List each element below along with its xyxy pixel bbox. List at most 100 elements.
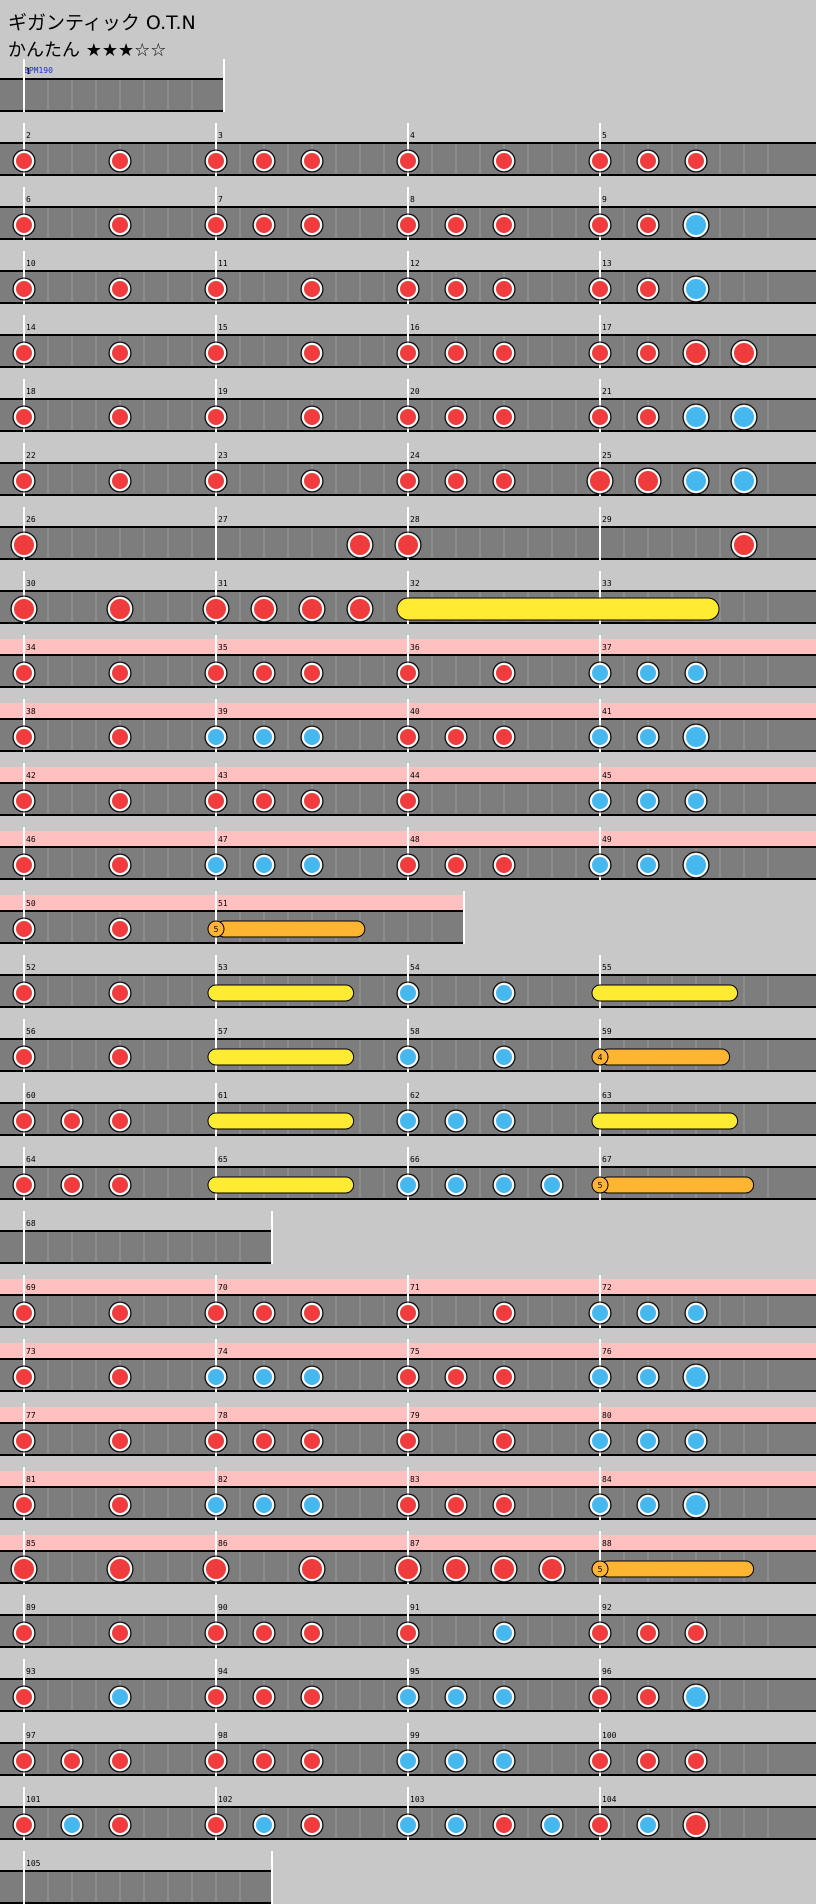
gogo-band [0, 831, 216, 847]
big-don-note [684, 1813, 708, 1837]
note-outline [444, 853, 468, 877]
don-note [446, 343, 466, 363]
gogo-band [600, 1471, 816, 1487]
note-outline [636, 661, 660, 685]
note-outline [730, 339, 758, 367]
note-outline [12, 1365, 36, 1389]
measure-number: 50 [26, 899, 36, 908]
note-outline [588, 341, 612, 365]
chart-row: 60 61 62 63 [0, 1083, 816, 1136]
chart-row: 26 27 28 29 [0, 507, 816, 560]
measure-number: 104 [602, 1795, 617, 1804]
gogo-band [0, 767, 216, 783]
note-outline [12, 1301, 36, 1325]
note-outline [12, 1493, 36, 1517]
note-outline [636, 405, 660, 429]
note-outline [636, 1365, 660, 1389]
note-outline [252, 661, 276, 685]
don-note [590, 1623, 610, 1643]
note-outline [444, 341, 468, 365]
measure-number: 81 [26, 1475, 36, 1484]
note-outline [540, 1173, 564, 1197]
gogo-band [600, 703, 816, 719]
note-outline [108, 1749, 132, 1773]
big-don-note [12, 597, 36, 621]
measure-number: 76 [602, 1347, 612, 1356]
note-outline [588, 1621, 612, 1645]
don-note [398, 1623, 418, 1643]
gogo-band [600, 1279, 816, 1295]
note-outline [300, 1685, 324, 1709]
note-outline [204, 853, 228, 877]
don-note [590, 407, 610, 427]
ka-note [302, 855, 322, 875]
measure-number: 67 [602, 1155, 612, 1164]
note-outline [108, 277, 132, 301]
don-note [638, 279, 658, 299]
note-outline [108, 1493, 132, 1517]
don-note [14, 855, 34, 875]
ka-note [254, 855, 274, 875]
note-outline [588, 1493, 612, 1517]
don-note [398, 215, 418, 235]
measure-number: 17 [602, 323, 612, 332]
don-note [110, 1495, 130, 1515]
note-outline [492, 1493, 516, 1517]
balloon-count: 5 [597, 1181, 602, 1190]
ka-note [638, 663, 658, 683]
ka-note [254, 1495, 274, 1515]
measure-number: 1 [26, 67, 31, 76]
don-note [14, 1495, 34, 1515]
note-outline [492, 405, 516, 429]
note-outline [588, 661, 612, 685]
note-outline [636, 149, 660, 173]
don-note [110, 791, 130, 811]
chart-row: 10 11 12 13 [0, 251, 816, 304]
note-outline [492, 341, 516, 365]
note-outline [204, 725, 228, 749]
ka-note [686, 1431, 706, 1451]
note-outline [682, 1491, 710, 1519]
note-outline [108, 1429, 132, 1453]
lane-border-bottom [0, 942, 464, 944]
lane-border-bottom [0, 1262, 272, 1264]
note-outline [298, 1555, 326, 1583]
balloon-note [215, 920, 366, 938]
measure-number: 79 [410, 1411, 420, 1420]
note-outline [12, 1749, 36, 1773]
note-outline [492, 1173, 516, 1197]
measure-number: 59 [602, 1027, 612, 1036]
don-note [254, 1687, 274, 1707]
ka-note [494, 983, 514, 1003]
note-outline [396, 405, 420, 429]
don-note [494, 663, 514, 683]
note-outline [300, 341, 324, 365]
difficulty-label: かんたん ★★★☆☆ [8, 40, 167, 61]
note-outline [108, 469, 132, 493]
gogo-band [0, 639, 216, 655]
measure-number: 80 [602, 1411, 612, 1420]
gogo-band [0, 703, 216, 719]
don-note [494, 279, 514, 299]
ka-note [638, 727, 658, 747]
don-note [14, 1815, 34, 1835]
drumroll-note [207, 1048, 355, 1066]
don-note [398, 1367, 418, 1387]
note-outline [202, 1555, 230, 1583]
note-outline [108, 213, 132, 237]
drumroll-note [591, 984, 739, 1002]
note-outline [684, 1429, 708, 1453]
measure-number: 90 [218, 1603, 228, 1612]
note-outline [300, 1621, 324, 1645]
measure-number: 102 [218, 1795, 233, 1804]
measure-number: 8 [410, 195, 415, 204]
big-ka-note [684, 469, 708, 493]
note-outline [108, 1365, 132, 1389]
note-outline [298, 595, 326, 623]
don-note [206, 407, 226, 427]
measure-number: 42 [26, 771, 36, 780]
note-outline [252, 1813, 276, 1837]
don-note [302, 1623, 322, 1643]
note-outline [252, 1621, 276, 1645]
